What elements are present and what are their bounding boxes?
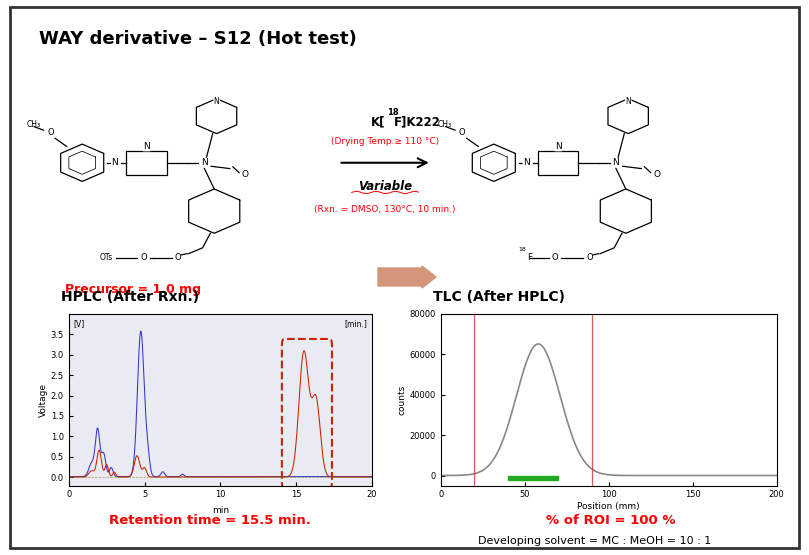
Bar: [538, 150, 578, 175]
Text: O: O: [459, 128, 465, 137]
Text: Retention time = 15.5 min.: Retention time = 15.5 min.: [109, 514, 311, 527]
Text: O: O: [47, 128, 53, 137]
Text: Precursor = 1.0 mg: Precursor = 1.0 mg: [65, 282, 201, 296]
Text: N: N: [214, 97, 219, 106]
Text: (Rxn. = DMSO, 130°C, 10 min.): (Rxn. = DMSO, 130°C, 10 min.): [315, 205, 455, 214]
Text: N: N: [625, 97, 631, 106]
Text: 18: 18: [387, 108, 398, 117]
Text: O: O: [242, 170, 249, 179]
Text: % of ROI = 100 %: % of ROI = 100 %: [546, 514, 676, 527]
Y-axis label: Voltage: Voltage: [39, 382, 48, 417]
Text: min: min: [212, 506, 229, 515]
Text: F: F: [527, 253, 532, 263]
X-axis label: Position (mm): Position (mm): [578, 502, 640, 511]
Text: HPLC (After Rxn.): HPLC (After Rxn.): [61, 290, 199, 304]
Text: N: N: [555, 142, 561, 151]
Text: N: N: [112, 158, 118, 167]
Text: O: O: [175, 253, 181, 263]
Text: F]K222: F]K222: [394, 115, 441, 128]
Text: N: N: [201, 158, 207, 167]
Text: O: O: [654, 170, 660, 179]
Bar: [508, 476, 558, 481]
Text: TLC (After HPLC): TLC (After HPLC): [433, 290, 565, 304]
Text: O: O: [586, 253, 593, 263]
Text: N: N: [143, 142, 150, 151]
Text: WAY derivative – S12 (Hot test): WAY derivative – S12 (Hot test): [40, 30, 358, 48]
Text: O: O: [140, 253, 147, 263]
Text: K[: K[: [371, 115, 385, 128]
Text: OTs: OTs: [100, 253, 113, 263]
Text: Variable: Variable: [358, 180, 412, 193]
Text: (Drying Temp.≥ 110 °C): (Drying Temp.≥ 110 °C): [331, 137, 439, 146]
FancyArrow shape: [378, 266, 436, 288]
Text: [V]: [V]: [74, 319, 85, 328]
Bar: [126, 150, 167, 175]
Text: N: N: [523, 158, 530, 167]
Text: O: O: [552, 253, 558, 263]
Text: [min.]: [min.]: [345, 319, 367, 328]
Text: Developing solvent = MC : MeOH = 10 : 1: Developing solvent = MC : MeOH = 10 : 1: [478, 536, 711, 546]
Text: N: N: [612, 158, 619, 167]
Text: CH₃: CH₃: [26, 120, 40, 129]
Y-axis label: counts: counts: [398, 385, 407, 415]
Text: 18: 18: [518, 247, 526, 252]
Text: CH₃: CH₃: [438, 120, 452, 129]
